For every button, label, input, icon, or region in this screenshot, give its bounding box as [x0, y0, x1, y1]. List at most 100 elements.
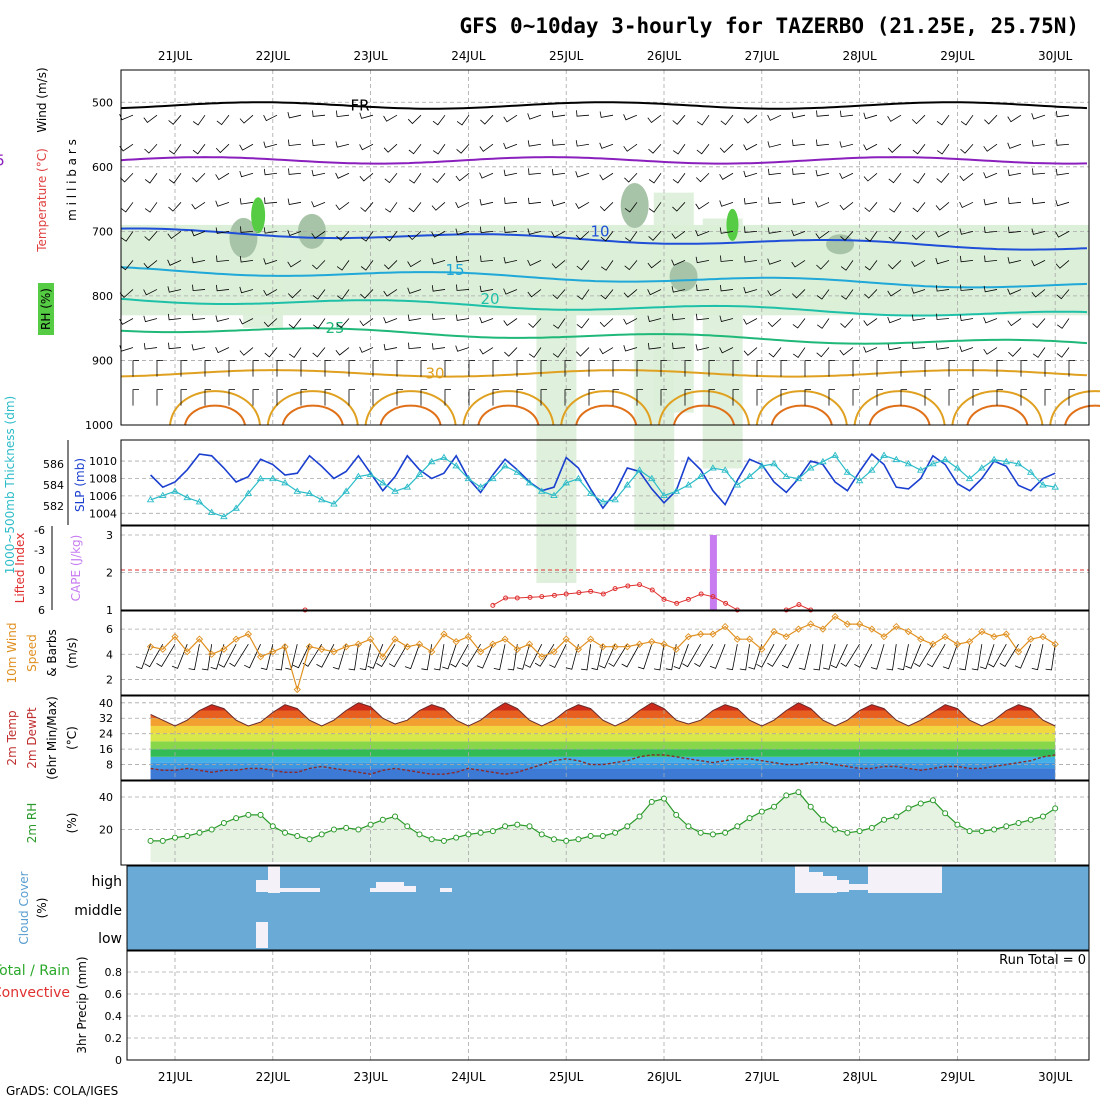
wind-barb — [623, 289, 638, 298]
thickness-point — [978, 464, 986, 471]
wind-barb — [156, 643, 176, 668]
wind-barb — [468, 389, 475, 406]
wind-barb — [119, 318, 134, 325]
wind-barb — [887, 260, 902, 270]
thickness-point — [550, 491, 558, 499]
thickness-point — [1002, 457, 1011, 465]
wind-barb — [360, 202, 374, 212]
axis-label-thickness: 1000~500mb Thickness (dm) — [3, 396, 17, 574]
contour-line — [1049, 390, 1100, 426]
wind-barb — [455, 228, 470, 235]
wind-barb — [1068, 360, 1075, 377]
cape-tick: 2 — [106, 567, 113, 580]
axis-label-barbs: & Barbs — [45, 629, 59, 677]
wind-speed-point — [562, 635, 570, 643]
wind-barb — [359, 318, 374, 327]
wind-barb — [335, 347, 350, 356]
wind-barb — [887, 289, 902, 297]
wind-barb — [431, 257, 446, 265]
wind-barb — [527, 259, 542, 267]
wind-barb — [215, 200, 230, 207]
thickness-tick: 582 — [43, 500, 64, 513]
wind-barb — [191, 256, 206, 264]
rh-point — [881, 816, 888, 823]
wind-barb — [972, 389, 979, 406]
date-label-bottom: 22JUL — [256, 1070, 291, 1084]
wind-barb — [192, 172, 206, 183]
wind-barb — [719, 315, 734, 322]
thickness-point — [427, 457, 436, 465]
wind-speed-point — [709, 630, 717, 638]
wind-barb — [936, 143, 950, 155]
wind-barb — [696, 313, 710, 321]
wind-barb — [180, 360, 187, 377]
wind-barb — [300, 360, 307, 377]
wind-barb — [864, 202, 878, 213]
rh-point — [1015, 820, 1022, 826]
temp-tick: 24 — [99, 728, 113, 741]
wind-speed-point — [697, 630, 705, 638]
wind-speed-point — [892, 622, 900, 631]
wind-barb — [864, 231, 878, 242]
wind-barb — [672, 143, 686, 155]
wind-barb — [143, 315, 158, 323]
rh-point — [624, 823, 631, 830]
wind-barb — [1032, 347, 1046, 358]
thickness-point — [782, 472, 791, 479]
wind-barb — [840, 231, 854, 241]
wind-barb — [540, 360, 547, 377]
wind-barb — [924, 360, 931, 377]
wind-barb — [816, 289, 830, 300]
wind-barb — [168, 342, 182, 350]
date-label-top: 29JUL — [940, 49, 975, 63]
wind-barb — [1031, 197, 1046, 205]
wind-barb — [527, 228, 542, 235]
wind-barb — [623, 318, 638, 325]
panel-frame — [120, 780, 1090, 866]
pressure-tick: 1000 — [85, 419, 113, 432]
wind-barb — [228, 360, 235, 377]
wind-barb — [143, 343, 158, 350]
wind-speed-point — [415, 640, 424, 648]
cloud-level-label: high — [91, 874, 122, 890]
wind-barb — [839, 347, 854, 356]
thickness-point — [501, 462, 509, 469]
contour-line — [120, 369, 1088, 378]
rh-point — [1027, 816, 1034, 823]
wind-speed-point — [293, 685, 301, 694]
wind-barb — [575, 171, 590, 178]
pressure-tick: 800 — [92, 290, 113, 303]
thickness-point — [623, 481, 632, 488]
wind-barb — [244, 644, 261, 669]
wind-barb — [444, 389, 451, 406]
wind-barb — [476, 644, 494, 669]
wind-barb — [828, 360, 835, 377]
wind-barb — [276, 389, 283, 406]
thickness-point — [696, 472, 705, 479]
wind-barb — [1056, 318, 1070, 329]
wind-barb — [1007, 288, 1022, 295]
pressure-tick: 500 — [92, 96, 113, 109]
wind-barb — [167, 231, 182, 240]
thickness-point — [721, 466, 729, 473]
wind-barb — [420, 389, 427, 406]
lifted-point — [625, 583, 631, 589]
wind-barb — [695, 229, 710, 237]
rh-legend-swatch — [38, 283, 54, 335]
wind-barb — [527, 289, 542, 298]
wind-barb — [168, 143, 182, 155]
contour-line — [169, 390, 261, 426]
wind-barb — [599, 347, 614, 355]
cloud-block — [823, 876, 837, 893]
temp-band — [150, 756, 1056, 763]
lifted-point — [588, 588, 594, 594]
wind-barb — [275, 644, 286, 671]
thickness-point — [916, 466, 925, 473]
wind-barb — [143, 114, 158, 123]
rh-point — [844, 829, 851, 836]
wind-barb — [709, 644, 726, 669]
wind-barb — [316, 644, 335, 668]
contour-label: FR — [350, 97, 369, 115]
wind-barb — [768, 168, 782, 176]
wind-barb — [167, 286, 182, 293]
